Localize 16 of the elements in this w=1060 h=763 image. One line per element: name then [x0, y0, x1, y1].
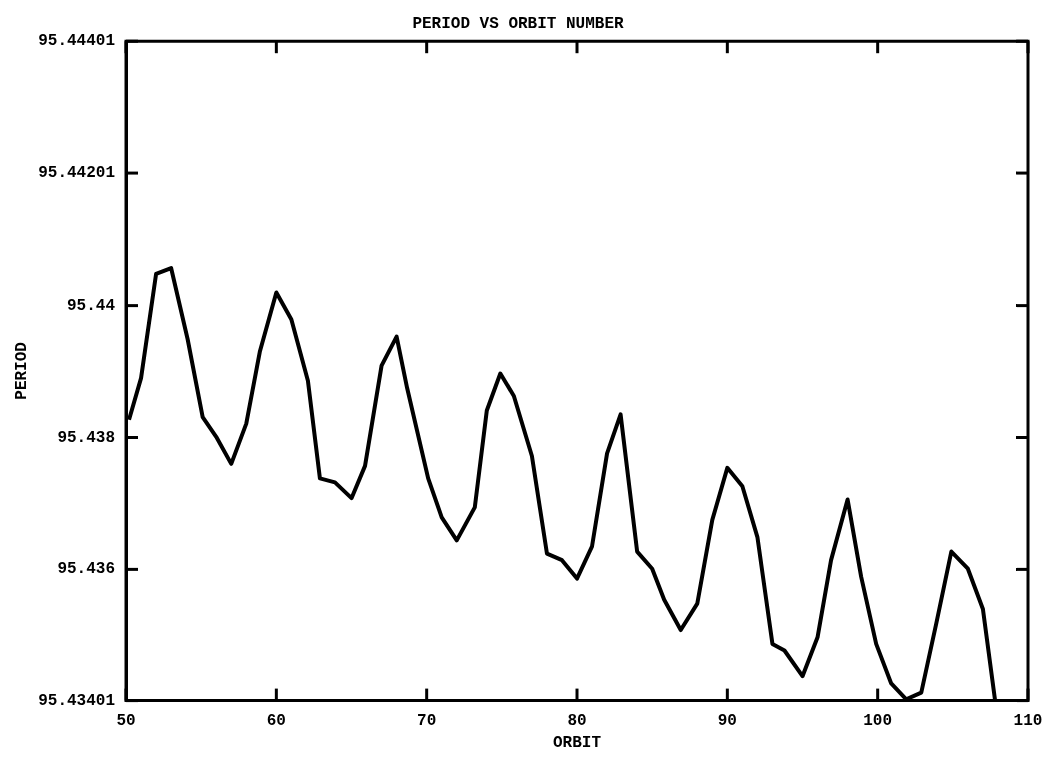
x-tick-label: 50 — [116, 712, 136, 731]
x-tick-label: 70 — [417, 712, 437, 731]
x-axis-title: ORBIT — [553, 734, 602, 753]
chart-title: PERIOD VS ORBIT NUMBER — [412, 14, 625, 33]
y-tick-label: 95.438 — [57, 428, 116, 447]
x-tick-label: 90 — [717, 712, 737, 731]
y-tick-label: 95.436 — [57, 560, 116, 579]
y-tick-label: 95.44401 — [38, 32, 116, 51]
y-tick-label: 95.44201 — [38, 164, 116, 183]
x-tick-label: 100 — [863, 712, 893, 731]
x-tick-label: 80 — [567, 712, 587, 731]
x-tick-label: 60 — [266, 712, 286, 731]
y-tick-label: 95.43401 — [38, 691, 116, 710]
x-tick-label: 110 — [1013, 712, 1043, 731]
y-axis-title: PERIOD — [12, 342, 31, 400]
y-tick-label: 95.44 — [67, 296, 116, 315]
